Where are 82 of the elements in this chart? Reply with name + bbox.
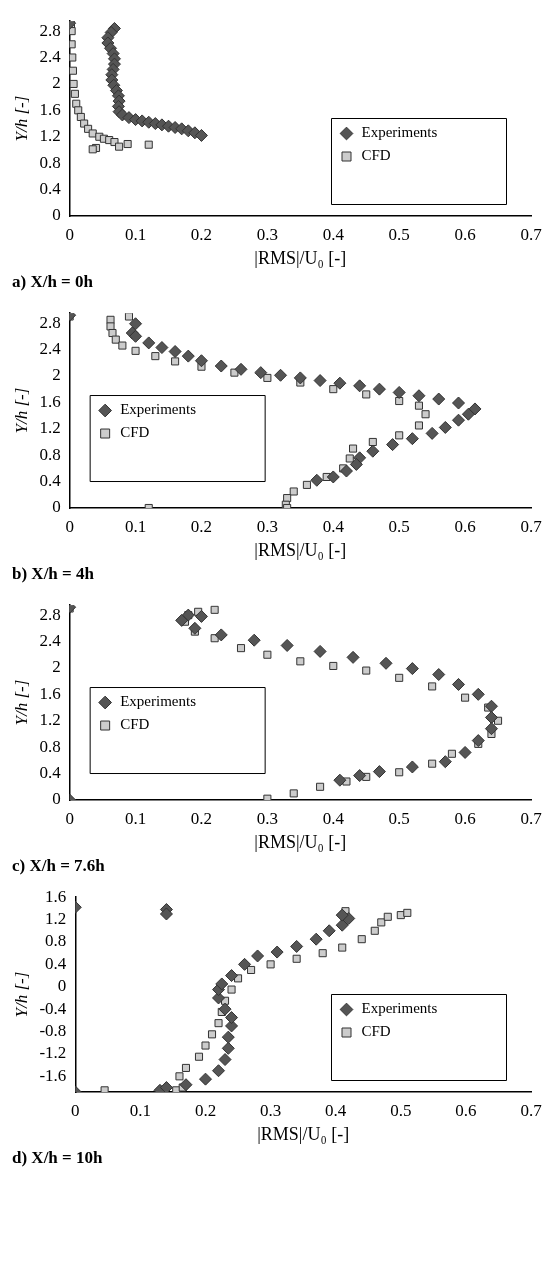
legend-label: Experiments (361, 124, 438, 141)
legend-label: Experiments (120, 693, 197, 710)
x-tick-label: 0.2 (190, 808, 213, 828)
legend-label: Experiments (120, 401, 197, 418)
y-tick-label: 0 (52, 789, 61, 809)
y-tick-label: 1.6 (45, 886, 67, 906)
x-tick-label: 0.7 (520, 516, 543, 536)
text: c) X/h = 7.6h (12, 856, 106, 876)
y-tick-label: 0.8 (39, 736, 61, 756)
y-tick-label: 0.8 (39, 152, 61, 172)
x-tick-label: 0.6 (454, 224, 476, 244)
x-tick-label: 0.3 (256, 808, 278, 828)
x-tick-label: 0.6 (455, 1100, 477, 1120)
y-axis-title: Y/h [-] (11, 387, 31, 434)
text: b) X/h = 4h (12, 564, 95, 584)
x-tick-label: 0.3 (256, 224, 278, 244)
text: d) X/h = 10h (12, 1148, 104, 1168)
y-tick-label: 1.2 (45, 909, 67, 929)
y-tick-label: 0.8 (45, 931, 67, 951)
legend-label: Experiments (361, 1000, 438, 1017)
y-tick-label: 2 (52, 657, 61, 677)
x-tick-label: 0.5 (388, 224, 410, 244)
x-tick-label: 0.7 (520, 808, 543, 828)
x-tick-label: 0.2 (190, 516, 213, 536)
y-tick-label: -0.8 (39, 1021, 67, 1041)
y-tick-label: 0.4 (39, 763, 62, 783)
y-tick-label: 2.4 (39, 630, 62, 650)
x-tick-label: 0.1 (124, 516, 147, 536)
y-tick-label: -1.6 (39, 1065, 67, 1085)
x-axis-title: |RMS|/U₀ [-] (254, 247, 347, 268)
y-tick-label: -0.4 (39, 998, 67, 1018)
y-tick-label: 2.8 (39, 20, 61, 40)
x-axis-title: |RMS|/U₀ [-] (254, 539, 347, 560)
x-tick-label: 0.6 (454, 808, 476, 828)
x-tick-label: 0.4 (322, 808, 345, 828)
legend-label: CFD (361, 1023, 391, 1040)
y-tick-label: 0.4 (39, 471, 62, 491)
y-tick-label: 2 (52, 365, 61, 385)
y-tick-label: 2.8 (39, 312, 61, 332)
y-tick-label: 1.2 (39, 126, 61, 146)
x-tick-label: 0.5 (388, 516, 410, 536)
x-tick-label: 0.1 (124, 808, 147, 828)
y-tick-label: 0 (52, 205, 61, 225)
y-tick-label: 2.4 (39, 46, 62, 66)
legend-label: CFD (361, 147, 391, 164)
x-axis-title: |RMS|/U₀ [-] (257, 1123, 350, 1144)
x-axis-title: |RMS|/U₀ [-] (254, 831, 347, 852)
x-tick-label: 0.2 (194, 1100, 217, 1120)
x-tick-label: 0.5 (388, 808, 410, 828)
y-tick-label: 2.4 (39, 338, 62, 358)
y-tick-label: 1.2 (39, 418, 61, 438)
text: a) X/h = 0h (12, 272, 94, 292)
y-tick-label: 2.8 (39, 604, 61, 624)
y-tick-label: 1.2 (39, 710, 61, 730)
x-tick-label: 0.4 (322, 224, 345, 244)
x-tick-label: 0.2 (190, 224, 213, 244)
legend-label: CFD (120, 424, 150, 441)
x-tick-label: 0.4 (322, 516, 345, 536)
y-tick-label: 0.8 (39, 444, 61, 464)
x-tick-label: 0 (71, 1100, 80, 1120)
x-tick-label: 0.3 (256, 516, 278, 536)
y-tick-label: 1.6 (39, 99, 61, 119)
y-tick-label: 0 (52, 497, 61, 517)
y-tick-label: 0 (57, 976, 67, 996)
x-tick-label: 0.7 (520, 224, 543, 244)
x-tick-label: 0.5 (390, 1100, 412, 1120)
y-tick-label: 0.4 (45, 953, 67, 973)
x-tick-label: 0.7 (520, 1100, 543, 1120)
y-axis-title: Y/h [-] (11, 971, 31, 1018)
y-tick-label: 1.6 (39, 391, 61, 411)
y-tick-label: -1.2 (39, 1043, 67, 1063)
legend-label: CFD (120, 716, 150, 733)
y-tick-label: 1.6 (39, 683, 61, 703)
x-tick-label: 0.1 (124, 224, 147, 244)
x-tick-label: 0.4 (325, 1100, 347, 1120)
x-tick-label: 0.3 (259, 1100, 282, 1120)
x-tick-label: 0.6 (454, 516, 476, 536)
y-tick-label: 2 (52, 73, 61, 93)
x-tick-label: 0.1 (129, 1100, 152, 1120)
y-axis-title: Y/h [-] (11, 95, 31, 142)
y-tick-label: 0.4 (39, 179, 62, 199)
y-axis-title: Y/h [-] (11, 679, 31, 726)
